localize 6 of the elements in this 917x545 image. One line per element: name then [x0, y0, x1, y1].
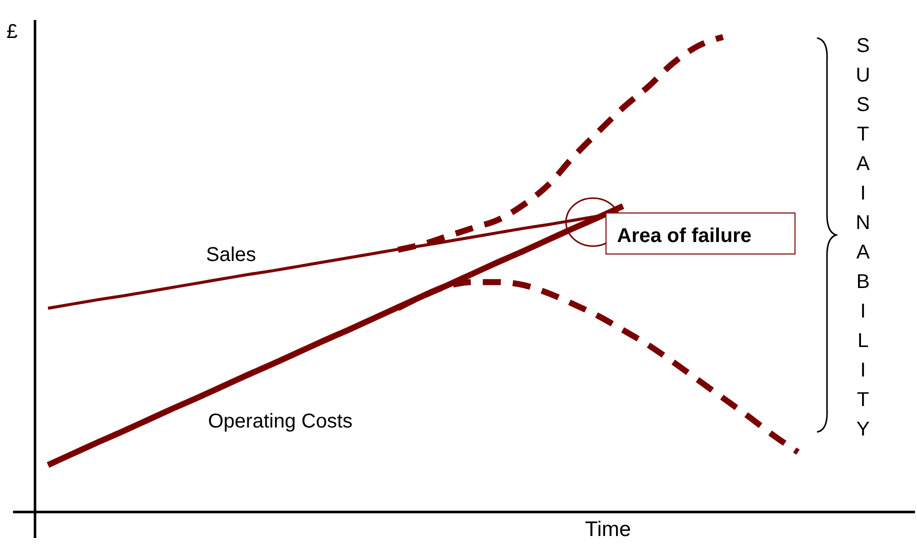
x-axis-title: Time: [585, 518, 631, 541]
series-label: Operating Costs: [208, 410, 353, 432]
text: SUSTAINABILITY: [856, 35, 870, 440]
series-label: Sales: [206, 244, 256, 266]
y-axis-title: £: [6, 21, 18, 43]
annotation: Area of failure: [617, 225, 752, 247]
